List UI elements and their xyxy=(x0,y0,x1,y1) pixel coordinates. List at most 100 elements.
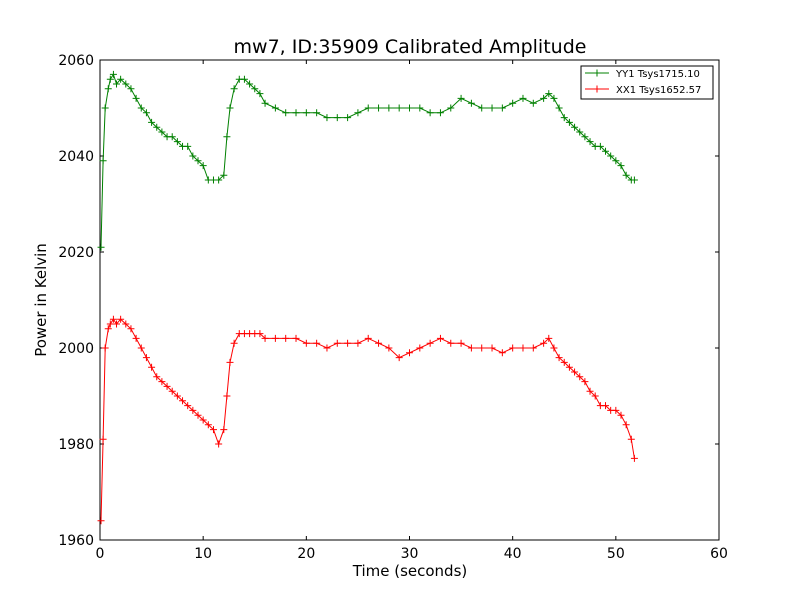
data-point xyxy=(344,114,352,122)
legend-swatch-marker xyxy=(593,85,601,93)
data-point xyxy=(581,133,589,141)
data-point xyxy=(271,104,279,112)
data-point xyxy=(630,176,638,184)
data-point xyxy=(426,109,434,117)
data-point xyxy=(519,94,527,102)
data-point xyxy=(194,157,202,165)
y-tick-label: 2000 xyxy=(58,341,94,357)
data-point xyxy=(555,354,563,362)
data-point xyxy=(226,104,234,112)
data-point xyxy=(612,157,620,165)
x-tick-label: 30 xyxy=(401,546,419,562)
data-point xyxy=(344,339,352,347)
data-point xyxy=(467,99,475,107)
data-point xyxy=(509,344,517,352)
data-point xyxy=(104,85,112,93)
data-point xyxy=(622,421,630,429)
data-point xyxy=(364,104,372,112)
data-point xyxy=(545,90,553,98)
data-point xyxy=(153,373,161,381)
data-point xyxy=(220,426,228,434)
data-point xyxy=(199,416,207,424)
data-point xyxy=(457,94,465,102)
data-point xyxy=(153,123,161,131)
data-point xyxy=(261,99,269,107)
data-point xyxy=(184,402,192,410)
data-point xyxy=(173,138,181,146)
data-point xyxy=(498,349,506,357)
data-point xyxy=(617,411,625,419)
data-point xyxy=(395,354,403,362)
data-point xyxy=(447,339,455,347)
data-point xyxy=(163,382,171,390)
data-point xyxy=(630,454,638,462)
data-point xyxy=(132,94,140,102)
data-point xyxy=(246,80,254,88)
data-point xyxy=(581,378,589,386)
data-point xyxy=(256,90,264,98)
data-point xyxy=(292,109,300,117)
data-point xyxy=(612,406,620,414)
data-point xyxy=(550,94,558,102)
legend: YY1 Tsys1715.10 XX1 Tsys1652.57 xyxy=(580,65,714,100)
data-point xyxy=(99,435,107,443)
data-point xyxy=(607,152,615,160)
data-point xyxy=(545,334,553,342)
x-tick-label: 60 xyxy=(710,546,728,562)
data-point xyxy=(113,80,121,88)
data-point xyxy=(488,344,496,352)
data-point xyxy=(565,118,573,126)
data-point xyxy=(101,344,109,352)
data-point xyxy=(148,363,156,371)
x-tick-label: 50 xyxy=(607,546,625,562)
legend-box xyxy=(580,65,714,100)
data-point xyxy=(519,344,527,352)
chart-title: mw7, ID:35909 Calibrated Amplitude xyxy=(234,36,587,58)
data-point xyxy=(596,142,604,150)
data-point xyxy=(540,339,548,347)
data-point xyxy=(416,104,424,112)
data-point xyxy=(385,104,393,112)
data-point xyxy=(113,320,121,328)
data-point xyxy=(436,109,444,117)
data-point xyxy=(478,344,486,352)
legend-entry: XX1 Tsys1652.57 xyxy=(585,85,701,96)
data-point xyxy=(251,85,259,93)
data-point xyxy=(173,392,181,400)
data-point xyxy=(199,162,207,170)
data-point xyxy=(179,397,187,405)
data-point xyxy=(313,109,321,117)
data-point xyxy=(529,99,537,107)
data-point xyxy=(101,104,109,112)
y-axis-title: Power in Kelvin xyxy=(32,243,50,357)
data-point xyxy=(127,85,135,93)
data-point xyxy=(591,392,599,400)
data-point xyxy=(97,243,105,251)
data-point xyxy=(230,339,238,347)
data-point xyxy=(560,114,568,122)
data-point xyxy=(168,133,176,141)
data-point xyxy=(117,315,125,323)
data-point xyxy=(354,109,362,117)
data-point xyxy=(104,325,112,333)
y-tick-label: 1980 xyxy=(58,437,94,453)
data-point xyxy=(467,344,475,352)
data-point xyxy=(602,402,610,410)
data-point xyxy=(323,114,331,122)
data-point xyxy=(122,80,130,88)
data-point xyxy=(457,339,465,347)
data-point xyxy=(204,421,212,429)
y-tick-label: 2020 xyxy=(58,245,94,261)
legend-entry: YY1 Tsys1715.10 xyxy=(585,69,700,80)
data-point xyxy=(142,354,150,362)
data-point xyxy=(223,133,231,141)
x-tick-label: 0 xyxy=(96,546,105,562)
data-point xyxy=(215,440,223,448)
data-point xyxy=(127,325,135,333)
data-point xyxy=(97,517,105,525)
data-point xyxy=(226,358,234,366)
data-point xyxy=(617,162,625,170)
data-point xyxy=(168,387,176,395)
data-point xyxy=(560,358,568,366)
